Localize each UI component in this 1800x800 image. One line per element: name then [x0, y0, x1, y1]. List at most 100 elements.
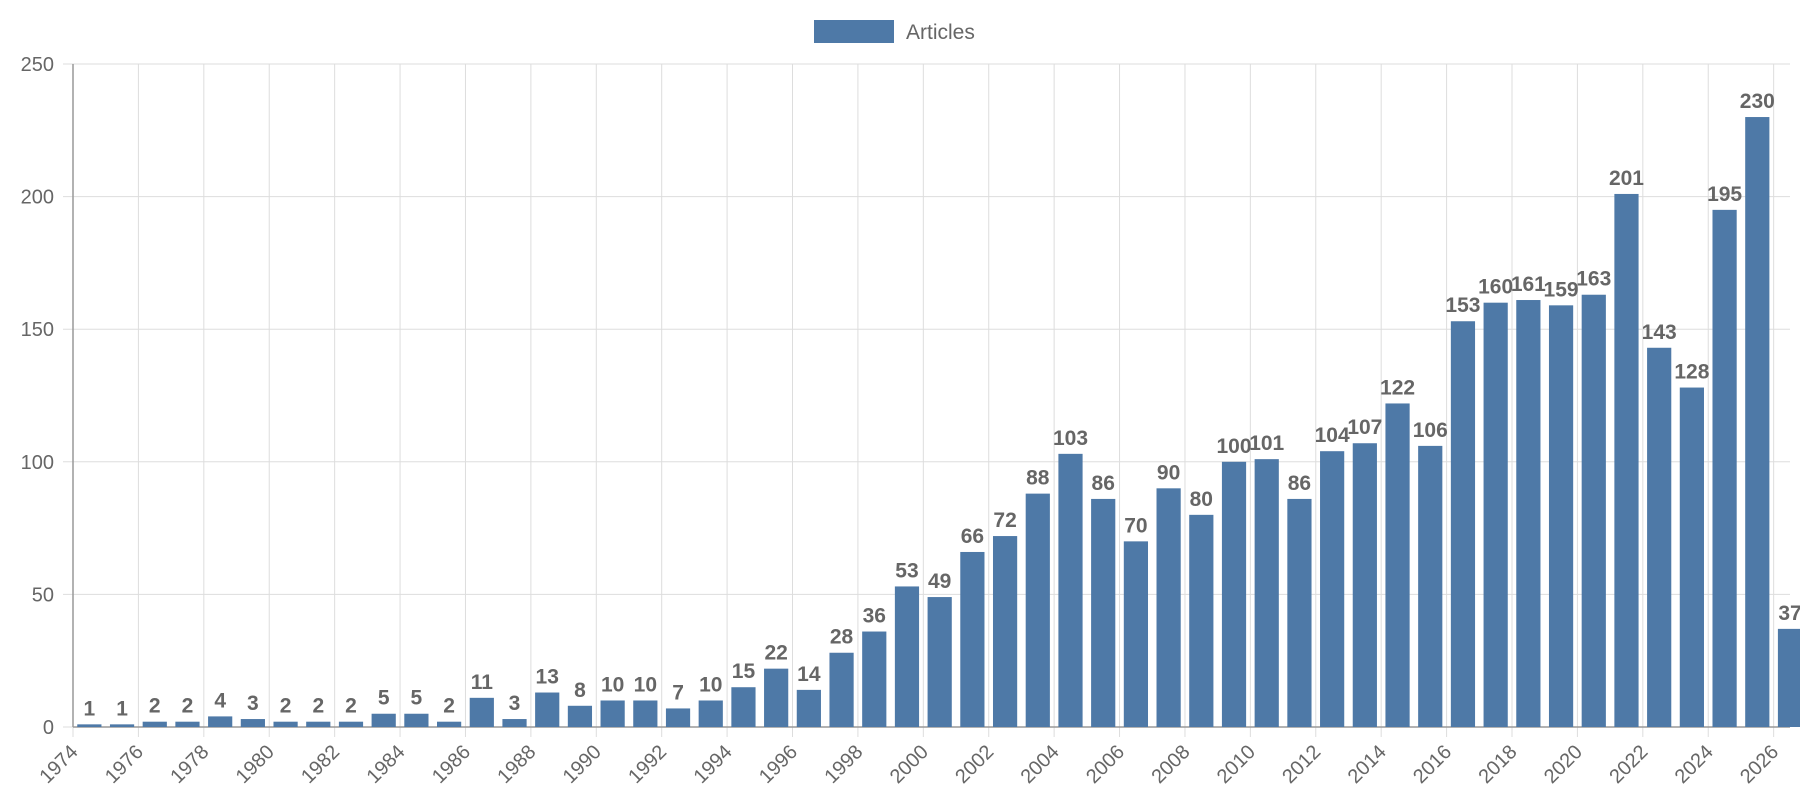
bar[interactable]: [1221, 461, 1247, 727]
bar[interactable]: [1581, 294, 1606, 727]
bar[interactable]: [1679, 387, 1704, 727]
bar-value-label: 160: [1478, 276, 1513, 299]
grid: [63, 63, 1790, 737]
bar[interactable]: [1548, 305, 1574, 727]
x-tick-label: 2006: [1082, 741, 1129, 788]
bar[interactable]: [600, 700, 625, 727]
bar-value-label: 163: [1576, 268, 1611, 291]
bar[interactable]: [1418, 445, 1443, 727]
bar[interactable]: [665, 708, 691, 727]
bar[interactable]: [1025, 493, 1050, 727]
bars: [77, 117, 1800, 728]
bar[interactable]: [567, 705, 593, 727]
bar[interactable]: [1450, 321, 1476, 727]
bar[interactable]: [371, 713, 396, 727]
x-tick-label: 2024: [1671, 741, 1718, 788]
x-tick-label: 2016: [1409, 741, 1456, 788]
x-tick-label: 2014: [1344, 741, 1391, 788]
y-tick-label: 150: [21, 319, 54, 341]
bar[interactable]: [1385, 403, 1410, 727]
bar[interactable]: [731, 687, 756, 727]
bar[interactable]: [1123, 541, 1149, 727]
y-tick-label: 100: [21, 452, 54, 474]
bar-value-label: 100: [1216, 435, 1251, 458]
bar[interactable]: [927, 597, 952, 727]
bar[interactable]: [535, 692, 560, 727]
bar-value-label: 2: [443, 695, 455, 718]
x-tick-label: 1986: [428, 741, 475, 788]
bar[interactable]: [1189, 514, 1214, 727]
bar[interactable]: [894, 586, 920, 727]
bar-value-label: 11: [471, 671, 494, 694]
bar-value-label: 159: [1544, 278, 1579, 301]
x-tick-label: 1976: [101, 741, 148, 788]
bar-value-label: 2: [182, 695, 194, 718]
bar-value-label: 15: [732, 660, 756, 683]
bar[interactable]: [437, 721, 462, 727]
bar-value-label: 122: [1380, 376, 1415, 399]
bar-value-label: 2: [312, 695, 324, 718]
bar[interactable]: [960, 551, 985, 727]
bar-value-label: 103: [1053, 427, 1088, 450]
bar[interactable]: [1483, 302, 1508, 727]
bar-value-label: 230: [1740, 90, 1775, 113]
bar[interactable]: [1516, 300, 1541, 727]
bar-value-label: 3: [509, 692, 521, 715]
legend[interactable]: Articles: [814, 20, 975, 44]
x-axis-ticks: 1974 1976 1978 1980 1982 1984 1986 1988 1990 1992…: [36, 741, 1784, 788]
x-tick-label: 2020: [1540, 741, 1587, 788]
bar-value-label: 90: [1157, 461, 1180, 484]
bar-value-label: 153: [1445, 294, 1480, 317]
x-tick-label: 1996: [755, 741, 802, 788]
bar-value-label: 4: [214, 689, 226, 712]
bar[interactable]: [1614, 193, 1639, 727]
y-tick-label: 250: [21, 54, 54, 76]
bar[interactable]: [1777, 628, 1800, 727]
bar[interactable]: [1745, 117, 1770, 728]
y-tick-label: 200: [21, 187, 54, 209]
bar[interactable]: [764, 668, 789, 727]
x-tick-label: 2022: [1605, 741, 1652, 788]
bar[interactable]: [404, 713, 429, 727]
bar[interactable]: [633, 700, 658, 727]
bar-value-label: 22: [764, 642, 787, 665]
x-tick-label: 1982: [297, 741, 344, 788]
bar[interactable]: [273, 721, 298, 727]
bar[interactable]: [1091, 498, 1116, 727]
bar-value-label: 66: [961, 525, 984, 548]
bar-value-label: 49: [928, 570, 951, 593]
bar[interactable]: [502, 719, 527, 727]
bar[interactable]: [306, 721, 331, 727]
y-tick-label: 50: [32, 584, 54, 606]
bar[interactable]: [1058, 453, 1083, 727]
bar-value-label: 80: [1190, 488, 1213, 511]
bar[interactable]: [109, 724, 135, 727]
bar[interactable]: [1156, 488, 1181, 727]
bar[interactable]: [142, 721, 167, 727]
bar-value-label: 101: [1249, 432, 1284, 455]
bar[interactable]: [1320, 451, 1345, 727]
bar[interactable]: [698, 700, 723, 727]
bar[interactable]: [469, 697, 494, 727]
bar-value-label: 104: [1315, 424, 1350, 447]
bar[interactable]: [1254, 459, 1279, 727]
bar[interactable]: [208, 716, 233, 727]
bar[interactable]: [829, 652, 854, 727]
bar[interactable]: [1287, 498, 1312, 727]
x-tick-label: 1990: [559, 741, 606, 788]
x-tick-label: 1978: [166, 741, 213, 788]
bar[interactable]: [862, 631, 887, 727]
bar[interactable]: [796, 689, 821, 727]
bar[interactable]: [77, 724, 102, 727]
bar[interactable]: [1647, 347, 1672, 727]
x-tick-label: 2010: [1213, 741, 1260, 788]
bar[interactable]: [1352, 443, 1377, 727]
bar[interactable]: [338, 721, 364, 727]
bar[interactable]: [175, 721, 200, 727]
bar[interactable]: [1712, 209, 1737, 728]
bar-value-label: 201: [1609, 167, 1644, 190]
bar[interactable]: [992, 536, 1018, 727]
bar[interactable]: [240, 719, 265, 727]
